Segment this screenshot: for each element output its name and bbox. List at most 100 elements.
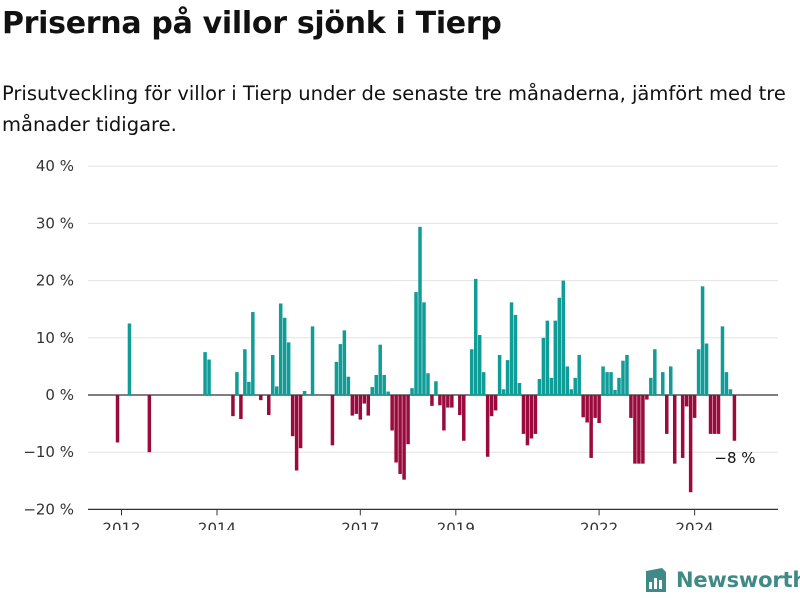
bar bbox=[585, 395, 589, 423]
bar bbox=[481, 372, 486, 395]
bar bbox=[302, 390, 307, 395]
bar bbox=[422, 302, 426, 395]
chart-title: Priserna på villor sjönk i Tierp bbox=[2, 6, 502, 41]
bar bbox=[688, 395, 693, 493]
bar bbox=[589, 395, 593, 458]
bar bbox=[541, 337, 546, 395]
bar bbox=[605, 372, 609, 395]
bar bbox=[418, 226, 422, 395]
bar bbox=[489, 395, 494, 417]
bar bbox=[239, 395, 243, 420]
bar bbox=[545, 320, 550, 395]
bar bbox=[382, 374, 386, 395]
bar bbox=[370, 386, 374, 395]
newsworthy-logo[interactable]: Newsworthy bbox=[644, 566, 800, 594]
bar bbox=[505, 360, 510, 395]
x-tick-label: 2012 bbox=[102, 519, 140, 530]
bar bbox=[462, 395, 466, 441]
bar bbox=[469, 349, 474, 395]
chart-subtitle: Prisutveckling för villor i Tierp under … bbox=[2, 82, 786, 136]
x-tick-label: 2017 bbox=[341, 519, 379, 530]
bar bbox=[274, 386, 279, 395]
bar bbox=[115, 395, 120, 443]
bar bbox=[270, 354, 275, 395]
bar bbox=[346, 376, 351, 395]
y-tick-label: 0 % bbox=[45, 386, 74, 404]
bar bbox=[446, 395, 450, 408]
bar bbox=[712, 395, 717, 434]
bar bbox=[724, 372, 729, 395]
bar bbox=[442, 395, 446, 431]
bar bbox=[251, 312, 255, 395]
bar bbox=[394, 395, 398, 463]
bar bbox=[513, 314, 518, 395]
bar bbox=[708, 395, 713, 434]
y-tick-label: 10 % bbox=[36, 329, 74, 347]
bar bbox=[473, 278, 478, 395]
bar bbox=[358, 395, 363, 420]
bar bbox=[414, 292, 418, 395]
bar bbox=[290, 395, 295, 437]
x-tick-label: 2019 bbox=[437, 519, 475, 530]
bar bbox=[629, 395, 633, 418]
bar bbox=[517, 382, 522, 395]
bar bbox=[386, 391, 390, 395]
value-annotation: −8 % bbox=[714, 449, 755, 467]
bar bbox=[477, 334, 482, 395]
bar bbox=[330, 395, 335, 446]
bar bbox=[342, 330, 347, 395]
bar bbox=[617, 377, 621, 395]
bar bbox=[672, 395, 677, 464]
x-tick-label: 2024 bbox=[676, 519, 714, 530]
bar bbox=[426, 373, 430, 395]
bar bbox=[581, 395, 585, 418]
bar bbox=[716, 395, 721, 434]
bar bbox=[243, 349, 247, 395]
y-tick-label: −10 % bbox=[23, 443, 74, 461]
bar bbox=[282, 317, 287, 395]
bar bbox=[625, 354, 629, 395]
bar bbox=[680, 395, 685, 458]
bar bbox=[378, 344, 382, 395]
bar bbox=[665, 395, 669, 434]
bar bbox=[247, 381, 251, 395]
bar bbox=[430, 395, 434, 406]
bar bbox=[402, 395, 406, 480]
bar bbox=[334, 361, 339, 395]
bar bbox=[593, 395, 597, 418]
bar bbox=[434, 381, 438, 395]
bar bbox=[458, 395, 462, 416]
bar bbox=[366, 395, 371, 416]
bar bbox=[497, 354, 502, 395]
bar bbox=[450, 395, 454, 408]
bar bbox=[537, 378, 542, 395]
bar bbox=[700, 286, 705, 395]
y-tick-label: 40 % bbox=[36, 157, 74, 175]
bar bbox=[127, 323, 132, 395]
bar bbox=[203, 352, 207, 395]
bar bbox=[637, 395, 641, 464]
y-tick-label: 30 % bbox=[36, 214, 74, 232]
bar bbox=[573, 377, 577, 395]
bar bbox=[549, 377, 554, 395]
bar bbox=[553, 320, 558, 395]
bar bbox=[521, 395, 526, 434]
bar bbox=[728, 389, 733, 395]
bar bbox=[692, 395, 697, 418]
bar bbox=[310, 326, 315, 395]
bar bbox=[653, 349, 657, 395]
bar bbox=[661, 372, 665, 395]
bar bbox=[410, 388, 414, 395]
bar bbox=[235, 372, 239, 395]
bar bbox=[696, 349, 701, 395]
bar-chart: 40 %30 %20 %10 %0 %−10 %−20 % 2012 2014 20… bbox=[23, 157, 778, 530]
bars bbox=[115, 226, 737, 493]
bar bbox=[525, 395, 530, 446]
bar bbox=[398, 395, 402, 474]
bar bbox=[298, 395, 303, 449]
bar bbox=[704, 343, 709, 395]
bar bbox=[406, 395, 410, 445]
bar bbox=[350, 395, 355, 416]
bar bbox=[621, 360, 625, 395]
bar bbox=[684, 395, 689, 407]
